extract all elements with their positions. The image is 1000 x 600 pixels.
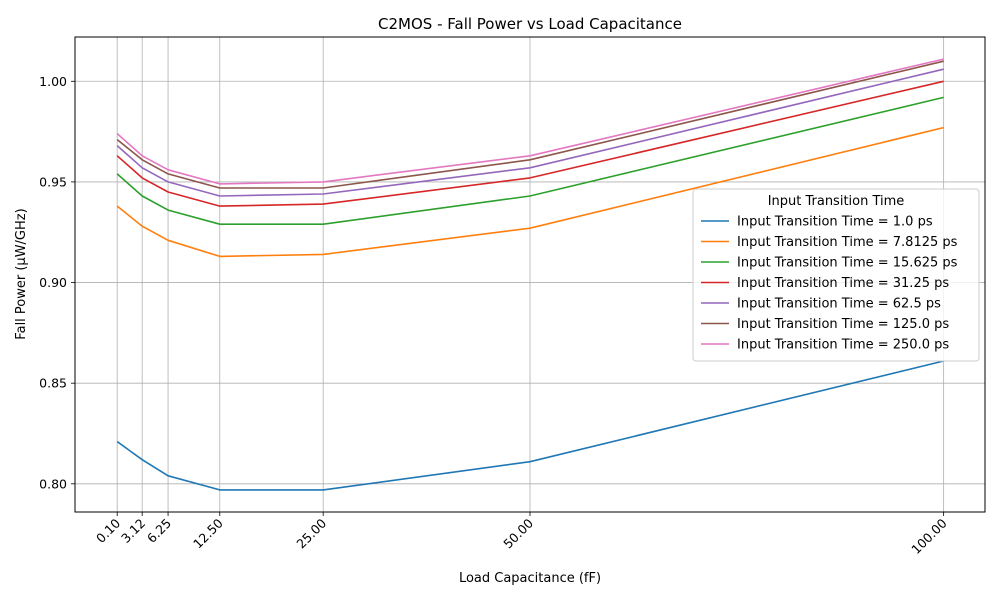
y-axis-title: Fall Power (µW/GHz) (14, 208, 29, 339)
legend-label-3: Input Transition Time = 31.25 ps (737, 276, 949, 291)
legend-label-2: Input Transition Time = 15.625 ps (737, 256, 958, 271)
series-lines (116, 58, 944, 491)
legend-items: Input Transition Time = 1.0 ps Input Tran… (701, 215, 958, 353)
legend-label-1: Input Transition Time = 7.8125 ps (737, 235, 958, 250)
legend-label-6: Input Transition Time = 250.0 ps (737, 338, 949, 353)
y-tick-label: 0.80 (39, 476, 67, 491)
y-tick-label: 1.00 (39, 74, 67, 89)
x-axis-title: Load Capacitance (fF) (459, 571, 601, 586)
y-tick-label: 0.90 (39, 275, 67, 290)
series-line-2 (116, 96, 944, 225)
y-axis-ticks: 0.80 0.85 0.90 0.95 1.00 (39, 74, 75, 491)
y-tick-label: 0.95 (39, 174, 67, 189)
series-line-5 (116, 60, 944, 189)
y-tick-label: 0.85 (39, 376, 67, 391)
legend-label-0: Input Transition Time = 1.0 ps (737, 215, 933, 230)
series-line-4 (116, 68, 944, 197)
legend: Input Transition Time Input Transition T… (692, 188, 980, 362)
legend-label-5: Input Transition Time = 125.0 ps (737, 317, 949, 332)
series-line-1 (116, 126, 944, 258)
chart-title: C2MOS - Fall Power vs Load Capacitance (378, 15, 682, 33)
series-line-0 (116, 360, 944, 491)
legend-box (692, 188, 980, 362)
series-line-6 (116, 58, 944, 185)
legend-label-4: Input Transition Time = 62.5 ps (737, 297, 941, 312)
legend-title: Input Transition Time (768, 194, 905, 209)
series-line-3 (116, 80, 944, 207)
